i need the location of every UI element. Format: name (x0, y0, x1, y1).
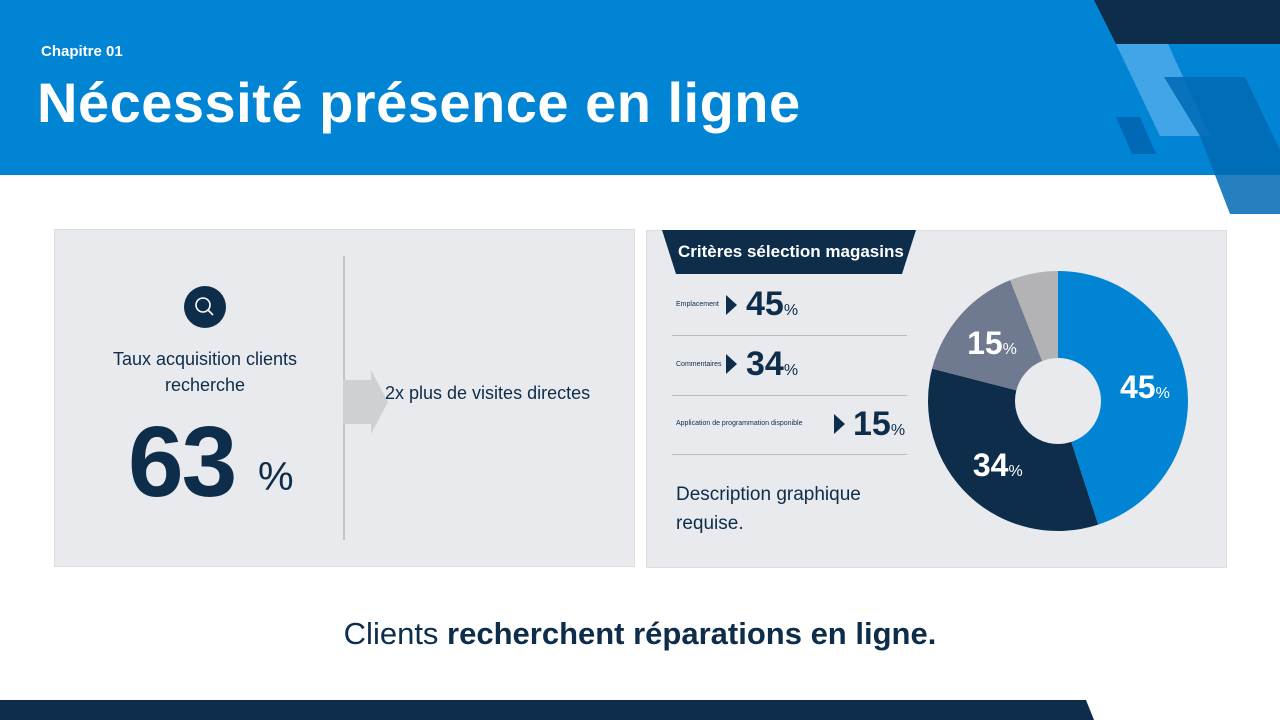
row-value: 45% (746, 285, 799, 323)
chapter-label: Chapitre 01 (41, 43, 123, 60)
criteria-row: Commentaires 34% (672, 335, 907, 396)
stat-value: 63 (128, 406, 237, 518)
triangle-icon (726, 295, 737, 315)
donut-chart: 45% 34% 15% (928, 271, 1188, 531)
triangle-icon (726, 354, 737, 374)
donut-slice (928, 368, 1099, 531)
ribbon-banner (662, 230, 916, 274)
donut-slice (1010, 271, 1058, 362)
stat-unit: % (258, 455, 294, 499)
search-icon (184, 286, 226, 328)
arrow-right-icon (343, 370, 388, 434)
donut-slice (932, 280, 1043, 391)
criteria-row: Application de programmation disponible … (672, 394, 907, 455)
row-value: 15% (853, 405, 906, 443)
slice-label: 45% (1120, 369, 1170, 405)
stat-label: Taux acquisition clients recherche (112, 349, 298, 395)
bottom-bar (0, 700, 1094, 720)
donut-slice (1058, 271, 1188, 525)
row-label: Application de programmation disponible (676, 420, 803, 427)
triangle-icon (834, 414, 845, 434)
footer-caption: Clients recherchent réparations en ligne… (343, 616, 937, 651)
header-decoration (1094, 0, 1280, 214)
row-label: Commentaires (676, 361, 722, 368)
page-title: Nécessité présence en ligne (37, 71, 801, 134)
ribbon-title: Critères sélection magasins (678, 242, 904, 261)
slice-label: 15% (967, 325, 1017, 361)
chart-description: Description graphique requise. (676, 484, 861, 534)
header-banner (0, 0, 1280, 175)
slice-label: 34% (973, 447, 1023, 483)
criteria-row: Emplacement 45% (672, 275, 907, 336)
row-value: 34% (746, 345, 799, 383)
row-label: Emplacement (676, 301, 719, 308)
visits-text: 2x plus de visites directes (385, 383, 591, 403)
